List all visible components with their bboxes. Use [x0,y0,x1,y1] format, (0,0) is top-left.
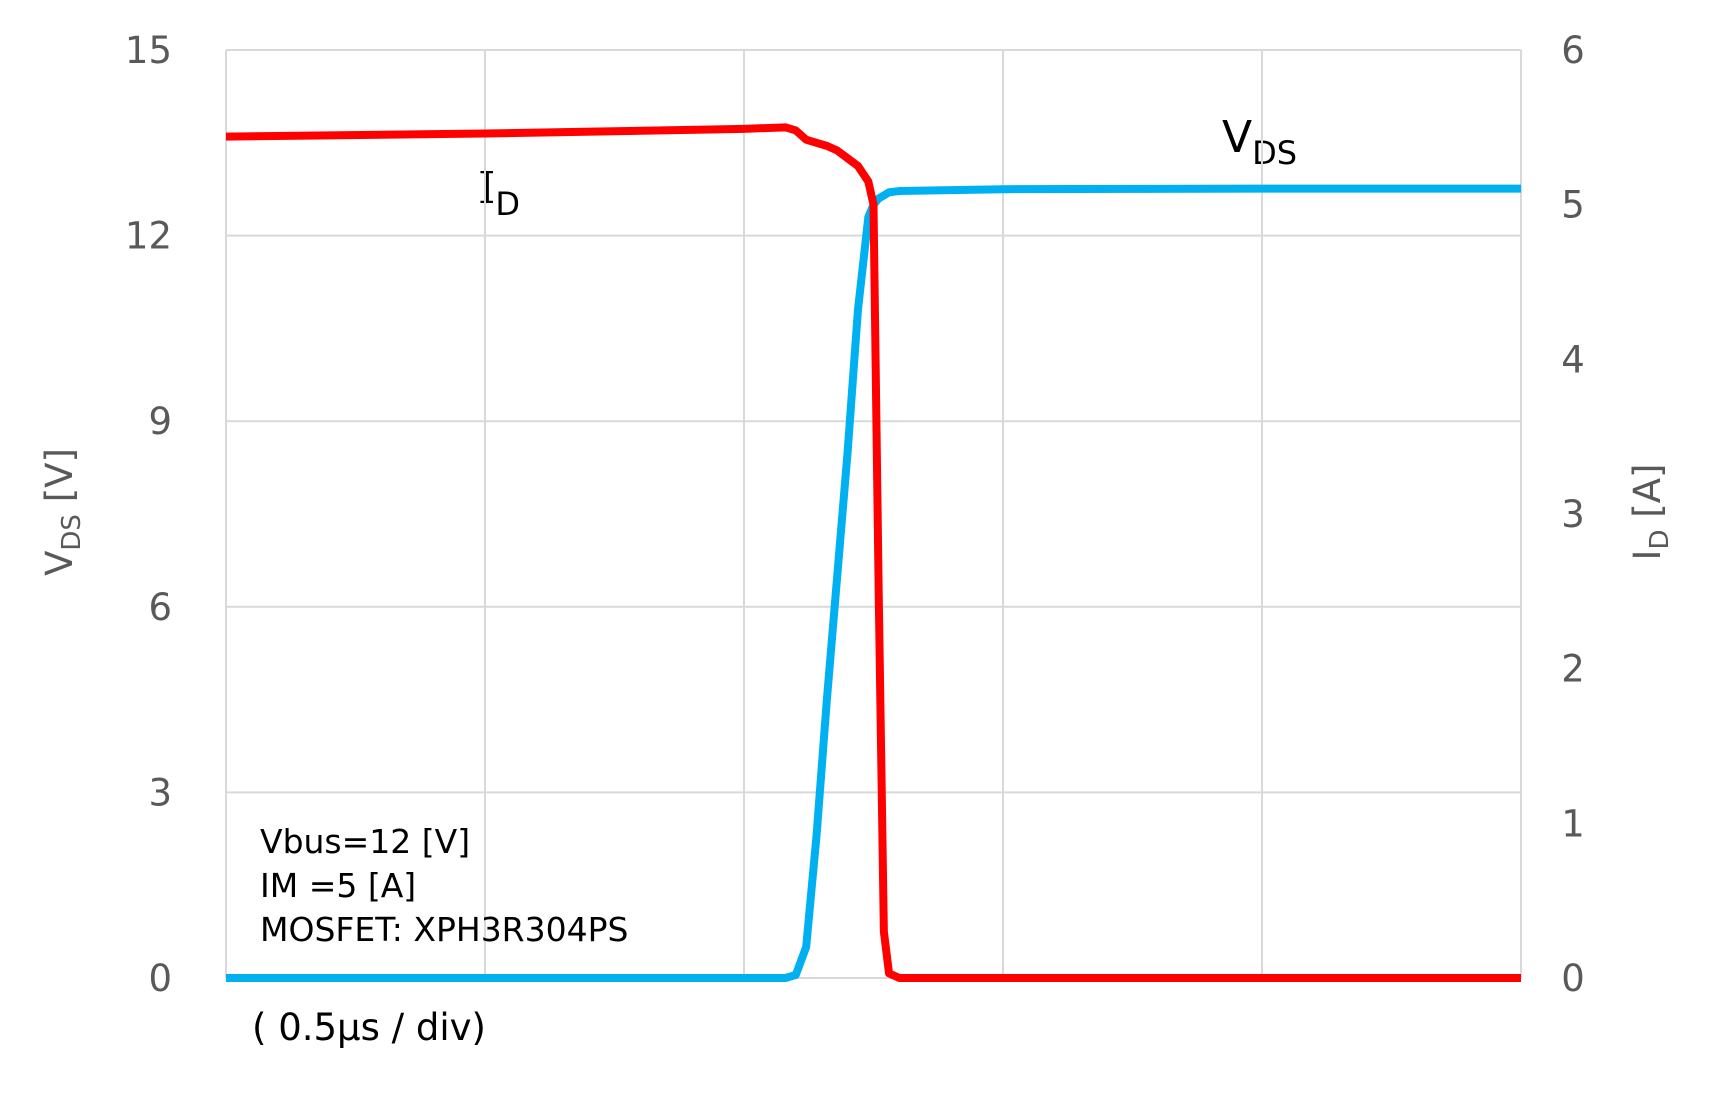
y-tick-label: 15 [125,29,172,72]
notes: Vbus=12 [V] IM =5 [A] MOSFET: XPH3R304PS [260,822,628,949]
y2-tick-label: 1 [1561,802,1585,845]
y2-tick-label: 5 [1561,184,1585,227]
y2-label-sub: D [1645,530,1675,550]
annotation-sub: DS [1252,134,1297,172]
annotation: VDS [1222,112,1297,172]
y2-tick-label: 0 [1561,957,1585,1000]
y-tick-label: 0 [148,957,172,1000]
annotation-sub: D [495,185,520,223]
note: IM =5 [A] [260,866,416,905]
y-label-unit: [V] [38,448,81,514]
y-tick-label: 6 [148,586,172,629]
y-label-main: V [38,551,81,576]
y-tick-label: 9 [148,400,172,443]
annotation-main: I [478,163,495,214]
y2-tick-label: 4 [1561,338,1585,381]
y2-tick-label: 2 [1561,648,1585,691]
annotation-main: V [1222,112,1252,163]
annotation: ID [478,163,520,223]
y-label-sub: DS [57,514,87,551]
y2-label-main: I [1626,550,1669,561]
note: Vbus=12 [V] [260,822,470,861]
y2-axis-label: ID [A] [1626,464,1675,561]
note: MOSFET: XPH3R304PS [260,910,628,949]
series-line [226,184,1521,982]
x-axis-label: ( 0.5μs / div) [252,1006,486,1049]
series-line [225,123,1521,982]
y2-label-unit: [A] [1626,464,1669,530]
lines [225,123,1521,982]
y2-tick-label: 3 [1561,493,1585,536]
y2-tick-label: 6 [1561,29,1585,72]
y-axis-label: VDS [V] [38,448,87,576]
y-tick-label: 12 [125,215,172,258]
y-tick-label: 3 [148,771,172,814]
